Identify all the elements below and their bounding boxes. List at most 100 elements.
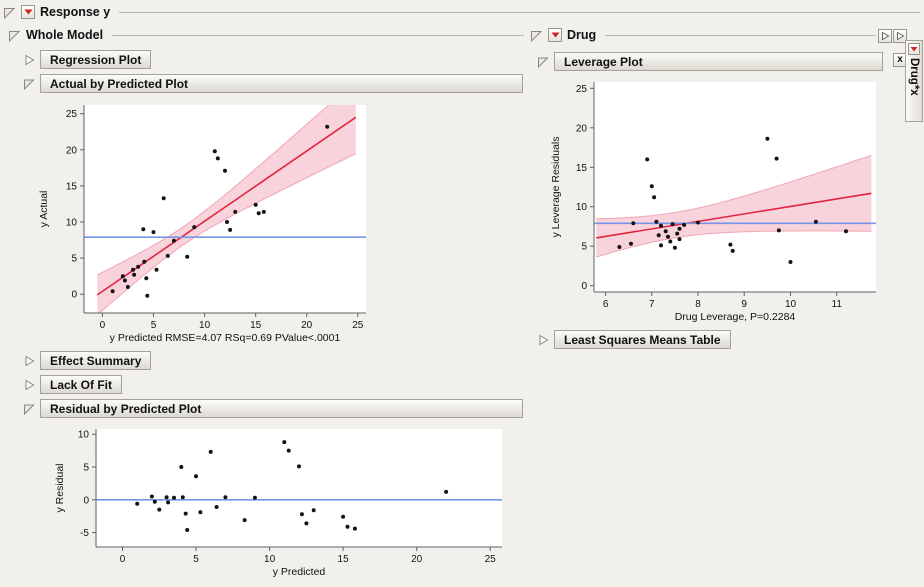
disclosure-open-icon[interactable] xyxy=(22,402,35,415)
lack-of-fit-label: Lack Of Fit xyxy=(50,377,113,392)
svg-text:8: 8 xyxy=(695,299,701,310)
svg-text:-5: -5 xyxy=(80,528,89,539)
arrow-right-icon xyxy=(897,31,905,41)
disclosure-closed-icon[interactable] xyxy=(22,378,35,391)
drug-outline-row: Drug xyxy=(530,28,876,42)
divider xyxy=(605,34,876,36)
svg-text:5: 5 xyxy=(193,554,199,565)
svg-text:15: 15 xyxy=(338,554,350,565)
residual-by-predicted-header[interactable]: Residual by Predicted Plot xyxy=(40,399,523,418)
triangle-closed-icon xyxy=(25,379,34,390)
drug-title[interactable]: Drug xyxy=(567,28,597,42)
effect-summary-node: Effect Summary xyxy=(22,351,152,370)
svg-text:y Predicted: y Predicted xyxy=(273,566,326,578)
actual-by-predicted-label: Actual by Predicted Plot xyxy=(50,76,189,91)
triangle-open-icon xyxy=(9,30,21,42)
red-triangle-menu-button[interactable] xyxy=(908,43,920,55)
disclosure-closed-icon[interactable] xyxy=(22,53,35,66)
regression-plot-header[interactable]: Regression Plot xyxy=(40,50,152,69)
divider xyxy=(119,11,920,13)
svg-text:10: 10 xyxy=(78,430,90,441)
svg-text:15: 15 xyxy=(66,181,78,192)
svg-text:25: 25 xyxy=(576,84,588,95)
svg-text:y Predicted RMSE=4.07 RSq=0.69: y Predicted RMSE=4.07 RSq=0.69 PValue<.0… xyxy=(110,332,341,344)
svg-text:Drug Leverage, P=0.2284: Drug Leverage, P=0.2284 xyxy=(675,311,796,323)
svg-text:10: 10 xyxy=(66,218,78,229)
disclosure-open-icon[interactable] xyxy=(530,29,543,42)
divider xyxy=(112,34,524,36)
svg-text:10: 10 xyxy=(264,554,276,565)
triangle-open-icon xyxy=(23,79,35,90)
whole-model-outline-row: Whole Model xyxy=(8,28,524,42)
regression-plot-label: Regression Plot xyxy=(50,52,142,67)
disclosure-closed-icon[interactable] xyxy=(22,354,35,367)
svg-text:25: 25 xyxy=(485,554,497,565)
actual-by-predicted-chart: 0 5 10 15 20 25 0 5 10 15 20 25 y Predicted RMSE=4.0… xyxy=(36,97,376,352)
drug-x-tab-label: Drug*x xyxy=(908,58,920,96)
lack-of-fit-header[interactable]: Lack Of Fit xyxy=(40,375,123,394)
svg-text:15: 15 xyxy=(250,320,262,331)
disclosure-open-icon[interactable] xyxy=(22,77,35,90)
red-triangle-menu-button[interactable] xyxy=(21,5,35,19)
svg-text:9: 9 xyxy=(741,299,747,310)
svg-text:5: 5 xyxy=(83,463,89,474)
svg-text:6: 6 xyxy=(603,299,609,310)
svg-text:5: 5 xyxy=(581,242,587,253)
disclosure-closed-icon[interactable] xyxy=(536,333,549,346)
svg-text:0: 0 xyxy=(83,495,89,506)
effect-summary-header[interactable]: Effect Summary xyxy=(40,351,152,370)
leverage-plot-node: Leverage Plot xyxy=(536,52,883,71)
svg-text:25: 25 xyxy=(352,320,364,331)
disclosure-open-icon[interactable] xyxy=(8,29,21,42)
actual-by-predicted-header[interactable]: Actual by Predicted Plot xyxy=(40,74,523,93)
svg-text:5: 5 xyxy=(71,254,77,265)
svg-text:11: 11 xyxy=(832,299,843,310)
leverage-plot-header[interactable]: Leverage Plot xyxy=(554,52,883,71)
arrow-right-icon xyxy=(882,31,890,41)
red-triangle-icon xyxy=(24,9,32,15)
svg-text:20: 20 xyxy=(576,123,588,134)
close-icon: x xyxy=(897,54,903,65)
lack-of-fit-node: Lack Of Fit xyxy=(22,375,123,394)
svg-text:25: 25 xyxy=(66,109,78,120)
svg-text:y Residual: y Residual xyxy=(54,463,66,512)
response-title[interactable]: Response y xyxy=(40,5,111,19)
disclosure-open-icon[interactable] xyxy=(536,55,549,68)
drug-x-collapsed-tab[interactable]: Drug*x xyxy=(905,40,923,122)
red-triangle-menu-button[interactable] xyxy=(548,28,562,42)
svg-text:0: 0 xyxy=(581,281,587,292)
residual-by-predicted-node: Residual by Predicted Plot xyxy=(22,399,523,418)
red-triangle-icon xyxy=(910,46,918,51)
tab-scroll-forward-button[interactable] xyxy=(878,29,892,43)
whole-model-title[interactable]: Whole Model xyxy=(26,28,104,42)
least-squares-means-label: Least Squares Means Table xyxy=(564,332,721,347)
residual-by-predicted-chart: 0 5 10 15 20 25 -5 0 5 10 y Predicted y Residual xyxy=(52,421,512,586)
svg-text:0: 0 xyxy=(71,290,77,301)
triangle-open-icon xyxy=(23,404,35,415)
svg-text:10: 10 xyxy=(785,299,797,310)
residual-by-predicted-label: Residual by Predicted Plot xyxy=(50,401,202,416)
red-triangle-icon xyxy=(551,32,559,38)
tab-scroll-end-button[interactable] xyxy=(893,29,907,43)
triangle-closed-icon xyxy=(25,355,34,366)
svg-text:20: 20 xyxy=(411,554,423,565)
svg-text:15: 15 xyxy=(576,163,588,174)
disclosure-open-icon[interactable] xyxy=(3,6,16,19)
svg-text:5: 5 xyxy=(151,320,157,331)
svg-text:10: 10 xyxy=(199,320,211,331)
least-squares-means-header[interactable]: Least Squares Means Table xyxy=(554,330,731,349)
triangle-closed-icon xyxy=(539,334,548,345)
regression-plot-node: Regression Plot xyxy=(22,50,152,69)
svg-text:7: 7 xyxy=(649,299,655,310)
svg-text:20: 20 xyxy=(66,145,78,156)
least-squares-means-node: Least Squares Means Table xyxy=(536,330,731,349)
triangle-open-icon xyxy=(531,30,543,42)
triangle-open-icon xyxy=(537,57,549,68)
svg-text:y Leverage Residuals: y Leverage Residuals xyxy=(550,137,562,238)
svg-text:0: 0 xyxy=(100,320,106,331)
triangle-open-icon xyxy=(4,7,16,19)
leverage-plot-label: Leverage Plot xyxy=(564,54,643,69)
svg-text:0: 0 xyxy=(120,554,126,565)
response-outline-row: Response y xyxy=(3,5,920,19)
svg-text:10: 10 xyxy=(576,202,588,213)
